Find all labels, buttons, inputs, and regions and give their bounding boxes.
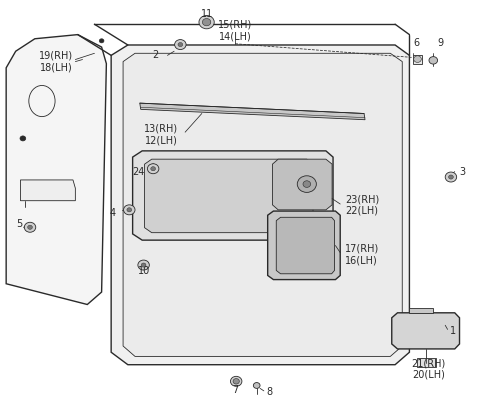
Polygon shape [273, 159, 332, 210]
Circle shape [175, 40, 186, 50]
Polygon shape [268, 211, 340, 280]
Circle shape [203, 18, 211, 26]
Polygon shape [123, 53, 402, 357]
Polygon shape [132, 151, 333, 240]
Circle shape [151, 167, 156, 171]
Polygon shape [140, 103, 365, 120]
Circle shape [123, 205, 135, 215]
Text: 5: 5 [17, 219, 23, 229]
Circle shape [141, 263, 146, 267]
Text: 13(RH)
12(LH): 13(RH) 12(LH) [144, 123, 178, 145]
Circle shape [28, 225, 33, 229]
Text: 1: 1 [450, 326, 456, 336]
Text: 10: 10 [138, 266, 151, 276]
Text: 9: 9 [437, 38, 444, 48]
Circle shape [297, 176, 316, 192]
Polygon shape [21, 180, 75, 201]
Text: 11: 11 [201, 9, 213, 19]
Circle shape [147, 164, 159, 174]
Polygon shape [413, 54, 422, 64]
Circle shape [448, 175, 453, 179]
Text: 19(RH)
18(LH): 19(RH) 18(LH) [39, 51, 73, 72]
Polygon shape [417, 359, 436, 367]
Polygon shape [276, 217, 335, 274]
Circle shape [138, 260, 149, 270]
Text: 6: 6 [413, 38, 420, 48]
Circle shape [445, 172, 456, 182]
Text: 23(RH)
22(LH): 23(RH) 22(LH) [345, 194, 379, 216]
Circle shape [303, 181, 311, 187]
Text: 24: 24 [132, 167, 144, 177]
Circle shape [99, 39, 104, 43]
Text: 4: 4 [110, 208, 116, 218]
Polygon shape [111, 45, 409, 365]
Circle shape [253, 382, 260, 388]
Polygon shape [6, 35, 107, 304]
Circle shape [127, 208, 132, 212]
Text: 2: 2 [153, 50, 159, 60]
Ellipse shape [29, 85, 55, 117]
Circle shape [199, 15, 214, 29]
Circle shape [230, 376, 242, 386]
Text: 3: 3 [459, 167, 466, 177]
Circle shape [429, 56, 438, 64]
Circle shape [233, 379, 240, 384]
Polygon shape [392, 313, 459, 349]
Text: 7: 7 [232, 385, 239, 395]
Polygon shape [144, 159, 313, 233]
Polygon shape [409, 308, 433, 313]
Circle shape [24, 222, 36, 232]
Circle shape [414, 56, 421, 62]
Circle shape [178, 43, 183, 47]
Text: 21(RH)
20(LH): 21(RH) 20(LH) [411, 358, 445, 380]
Text: 17(RH)
16(LH): 17(RH) 16(LH) [345, 244, 379, 265]
Text: 15(RH)
14(LH): 15(RH) 14(LH) [218, 20, 252, 41]
Circle shape [20, 136, 26, 141]
Text: 8: 8 [266, 387, 272, 397]
